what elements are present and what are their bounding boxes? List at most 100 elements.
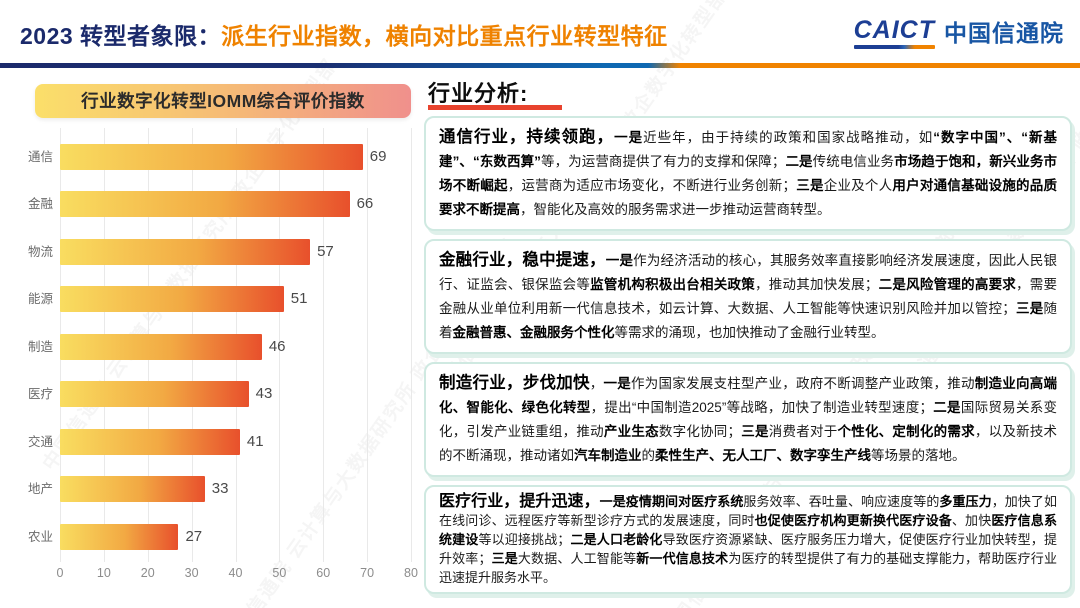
x-tick-label: 20 xyxy=(140,566,155,580)
category-label-9: 农业 xyxy=(28,529,54,544)
card-segment: 服务效率、吞吐量、响应速度等的 xyxy=(743,494,940,509)
card-segment: 二是 xyxy=(785,154,813,169)
card-segment: 等场景的落地。 xyxy=(871,448,966,463)
gridline xyxy=(279,128,281,562)
bar-value: 33 xyxy=(211,480,229,497)
card-lead-text: 通信行业，持续领跑， xyxy=(439,128,615,146)
analysis-card-text: 医疗行业，提升迅速，一是疫情期间对医疗系统服务效率、吞吐量、响应速度等的多重压力… xyxy=(439,492,1057,587)
gridline xyxy=(323,128,325,562)
card-segment: 国际贸易关系变化，引发产业链重组，推动 xyxy=(439,400,1058,439)
card-segment: 数字化协同； xyxy=(658,424,742,439)
category-label-6: 医疗 xyxy=(28,387,54,401)
bar-交通 xyxy=(60,428,240,455)
card-segment: 二是人口老龄化 xyxy=(570,532,663,547)
card-segment: 三是 xyxy=(491,551,518,566)
x-tick-label: 10 xyxy=(96,566,111,580)
card-segment: 新一代信息技术 xyxy=(636,551,729,566)
card-segment: 二是 xyxy=(933,400,961,415)
x-tick-label: 40 xyxy=(228,566,243,580)
card-segment: 三是 xyxy=(741,424,769,439)
bar-医疗 xyxy=(60,381,249,407)
bar-能源 xyxy=(60,286,284,312)
caict-logo-underline xyxy=(853,45,935,49)
card-segment: 传统电信业务 xyxy=(812,154,895,169)
card-segment: 三是 xyxy=(795,178,824,193)
card-segment: ，需要金融从业单位利用新一代信息技术，如云计算、大数据、人工智能等快速识别风险并… xyxy=(439,277,1058,316)
analysis-heading-underline xyxy=(428,105,562,110)
bar-value: 57 xyxy=(317,242,334,260)
analysis-card-text: 制造行业，步伐加快，一是作为国家发展支柱型产业，政府不断调整产业政策，推动制造业… xyxy=(439,371,1057,468)
card-segment: 多重压力 xyxy=(939,494,992,509)
gridline xyxy=(367,128,369,562)
bar-农业 xyxy=(60,523,179,550)
card-segment: 企业及个人 xyxy=(823,178,893,193)
card-segment: ，加快了如在线问诊、远程医疗等新型诊疗方式的发展速度，同时 xyxy=(439,494,1057,528)
card-segment: 等，为运营商提供了有力的支撑和保障； xyxy=(540,154,786,169)
gridline xyxy=(411,128,412,562)
analysis-card-1: 通信行业，持续领跑，一是近些年，由于持续的政策和国家战略推动，如“数字中国”、“… xyxy=(424,116,1072,231)
bar-value: 27 xyxy=(185,527,203,545)
card-segment: 、加快 xyxy=(951,513,992,528)
card-segment: 也促使医疗机构更新换代医疗设备 xyxy=(754,513,952,528)
card-segment: 导致医疗资源紧缺、医疗服务压力增大，促使医疗行业加快转型，提升效率； xyxy=(439,532,1057,566)
card-segment: 产业生态 xyxy=(603,424,659,439)
category-label-2: 金融 xyxy=(28,197,54,211)
card-lead-text: 制造行业，步伐加快 xyxy=(439,374,590,392)
analysis-heading: 行业分析: xyxy=(428,81,529,106)
caict-logo-chinese: 中国信通院 xyxy=(944,20,1064,46)
category-label-5: 制造 xyxy=(28,339,54,354)
card-segment: ， xyxy=(589,376,604,391)
card-segment: 监管机构积极出台相关政策 xyxy=(590,277,755,292)
category-label-8: 地产 xyxy=(28,482,54,496)
card-segment: 二是风险管理的高要求 xyxy=(878,277,1017,292)
card-segment: 制造业向高端化、智能化、绿色化转型 xyxy=(439,376,1057,415)
x-tick-label: 0 xyxy=(56,566,64,580)
bar-value: 51 xyxy=(290,290,308,307)
bar-地产 xyxy=(60,476,205,502)
card-segment: 用户对通信基础设施的品质要求不断提高 xyxy=(439,178,1058,217)
header-divider xyxy=(0,63,1080,68)
chart-title-badge: 行业数字化转型IOMM综合评价指数 xyxy=(35,84,411,118)
category-label-7: 交通 xyxy=(28,434,54,449)
analysis-card-2: 金融行业，稳中提速，一是作为经济活动的核心，其服务效率直接影响经济发展速度，因此… xyxy=(424,239,1072,354)
card-segment: 一是 xyxy=(603,376,632,391)
card-segment: 作为经济活动的核心，其服务效率直接影响经济发展速度，因此人民银行、证监会、银保监… xyxy=(439,253,1058,292)
card-segment: 一是 xyxy=(614,130,644,145)
card-segment: ，推动其加快发展； xyxy=(755,277,879,292)
bar-value: 69 xyxy=(369,147,387,165)
page-title-highlight: 派生行业指数，横向对比重点行业转型特征 xyxy=(221,23,668,49)
card-segment: 近些年，由于持续的政策和国家战略推动，如 xyxy=(643,130,934,145)
card-segment: 大数据、人工智能等 xyxy=(517,551,637,566)
bar-物流 xyxy=(60,238,311,265)
card-segment: ，智能化及高效的服务需求进一步推动运营商转型。 xyxy=(520,202,831,217)
bar-value: 66 xyxy=(356,195,374,212)
x-tick-label: 80 xyxy=(404,566,418,580)
iomm-bar-chart: 0 10 20 30 40 50 60 70 80 通信 69 金融 66 物流 57 能源 51 制造 46 医疗 4… xyxy=(28,128,418,584)
card-segment: 等以迎接挑战； xyxy=(478,532,571,547)
header: 2023 转型者象限：派生行业指数，横向对比重点行业转型特征 CAICT 中国信… xyxy=(0,0,1080,62)
card-segment: 作为国家发展支柱型产业，政府不断调整产业政策，推动 xyxy=(631,376,975,391)
card-segment: 一是疫情期间对医疗系统 xyxy=(599,494,744,509)
card-segment: 个性化、定制化的需求 xyxy=(837,424,975,439)
analysis-card-text: 金融行业，稳中提速，一是作为经济活动的核心，其服务效率直接影响经济发展速度，因此… xyxy=(439,248,1057,345)
card-segment: 为医疗的转型提供了有力的基础支撑能力，帮助医疗行业迅速提升服务水平。 xyxy=(439,551,1057,585)
card-segment: 柔性生产、无人工厂、数字孪生产线 xyxy=(655,448,871,463)
card-segment: “数字中国”、“新基建”、“东数西算” xyxy=(439,130,1058,169)
x-tick-label: 50 xyxy=(272,566,287,580)
category-label-3: 物流 xyxy=(28,244,54,259)
card-segment: 三是 xyxy=(1015,301,1044,316)
card-segment: 随着 xyxy=(439,301,1058,340)
analysis-card-text: 通信行业，持续领跑，一是近些年，由于持续的政策和国家战略推动，如“数字中国”、“… xyxy=(439,125,1057,222)
x-tick-label: 60 xyxy=(316,566,331,580)
card-lead-text: 医疗行业，提升迅速， xyxy=(439,493,600,510)
bar-value: 41 xyxy=(246,432,264,450)
bar-制造 xyxy=(60,333,262,360)
card-segment: 汽车制造业 xyxy=(574,448,642,463)
caict-logo: CAICT 中国信通院 xyxy=(853,18,1064,49)
category-label-4: 能源 xyxy=(28,292,54,306)
x-tick-label: 30 xyxy=(184,566,199,580)
page-title-prefix: 2023 转型者象限： xyxy=(20,23,222,49)
card-segment: 等需求的涌现，也加快推动了金融行业转型。 xyxy=(614,325,885,340)
bar-通信 xyxy=(60,143,363,170)
